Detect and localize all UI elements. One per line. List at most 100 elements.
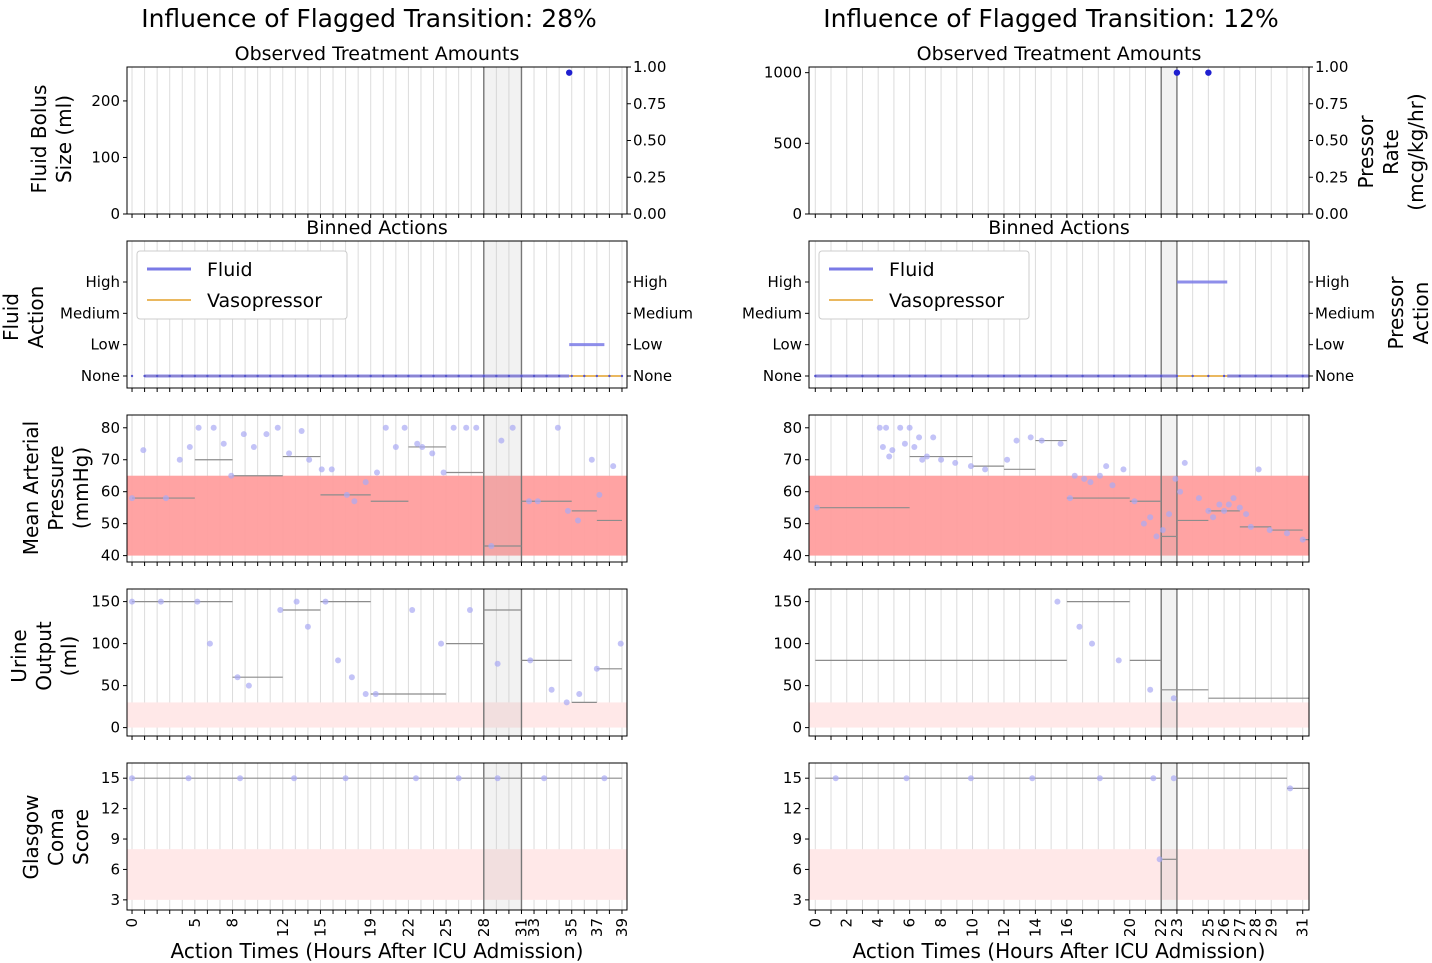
x-tick-label: 10 [964, 918, 982, 937]
observation-point [982, 466, 989, 473]
x-tick-label: 19 [362, 918, 380, 937]
action-marker [861, 374, 864, 378]
y-tick-label: 60 [101, 483, 120, 501]
x-tick-label: 14 [1026, 918, 1044, 937]
observation-point [440, 469, 447, 476]
observation-point [343, 491, 350, 498]
action-marker [876, 374, 880, 378]
urine-plot-area-right [809, 589, 1309, 736]
observation-point [412, 775, 419, 782]
action-marker [1018, 374, 1021, 378]
x-tick-label: 2 [838, 918, 856, 928]
row-title-act-left: Binned Actions [306, 217, 448, 239]
y-tick-label: 100 [91, 148, 120, 166]
action-marker [1112, 374, 1116, 378]
observation-point [952, 459, 959, 466]
danger-band [127, 702, 627, 728]
act-panel-left: None None Low Low Medium Medium High High Fluid V… [60, 240, 693, 392]
observation-point [298, 427, 305, 434]
observation-point [876, 424, 883, 431]
action-marker [256, 374, 259, 378]
observation-point [919, 456, 926, 463]
observation-point [1216, 501, 1223, 508]
fluid-bolus-point [1205, 69, 1212, 76]
observation-point [237, 775, 244, 782]
action-marker [520, 374, 523, 378]
action-marker [1049, 374, 1053, 378]
y-tick-label: 500 [773, 134, 802, 152]
legend-vaso-label: Vasopressor [207, 290, 322, 312]
observation-point [1054, 598, 1061, 605]
action-marker [495, 374, 498, 378]
observation-point [473, 424, 480, 431]
ylabel-line: Rate [1379, 129, 1403, 175]
legend-fluid-label: Fluid [207, 259, 253, 281]
action-marker [620, 374, 624, 378]
action-marker [193, 374, 197, 378]
observation-point [967, 463, 974, 470]
observation-point [1247, 523, 1254, 530]
x-tick-label: 25 [437, 918, 455, 937]
ylabel-act-left: Fluid Action [0, 286, 48, 349]
axes-frame [808, 240, 1310, 389]
observation-point [362, 691, 369, 697]
observation-point [186, 443, 193, 450]
x-tick-label: 4 [869, 918, 887, 928]
observation-point [588, 456, 595, 463]
y-tick-label-right: Low [1315, 336, 1345, 354]
x-tick-label: 37 [588, 918, 606, 937]
x-tick-label: 12 [995, 918, 1013, 937]
observation-point [328, 466, 335, 473]
observation-point [1159, 527, 1166, 534]
observation-point [1057, 440, 1064, 447]
y-tick-label: 0 [110, 719, 120, 737]
action-marker [595, 374, 599, 378]
observation-point [291, 775, 298, 782]
y-tick-label: 60 [783, 483, 802, 501]
observation-point [596, 491, 603, 498]
observation-point [234, 674, 241, 681]
observation-point [306, 456, 313, 463]
y-tick-label: 70 [783, 451, 802, 469]
action-marker [181, 374, 184, 378]
observation-point [1013, 437, 1020, 444]
observation-point [601, 775, 608, 782]
map-panel-right: 40 50 60 70 80 [783, 414, 1310, 566]
observation-point [527, 657, 534, 664]
observation-point [488, 543, 495, 550]
x-tick-label: 12 [274, 918, 292, 937]
observation-point [414, 440, 421, 447]
observation-point [250, 443, 257, 450]
observation-point [409, 607, 416, 613]
legend-fluid-label: Fluid [889, 259, 935, 281]
action-marker [130, 374, 134, 378]
ylabel-line: Fluid Bolus [27, 85, 51, 194]
act-plot-area-right [814, 241, 1309, 388]
x-tick-label: 28 [1247, 918, 1265, 937]
axes-frame [808, 66, 1310, 215]
observation-point [1147, 686, 1154, 693]
y-tick-label: 50 [101, 677, 120, 695]
action-marker [1065, 374, 1069, 378]
observation-point [286, 450, 293, 457]
observation-point [541, 775, 548, 782]
ylabel-line: Output [32, 621, 56, 691]
action-marker [382, 374, 385, 378]
observation-point [263, 431, 270, 438]
y-tick-label: 100 [773, 635, 802, 653]
action-marker [1160, 374, 1163, 378]
y-tick-label: 12 [783, 800, 802, 818]
observation-point [220, 440, 227, 447]
observation-point [1225, 501, 1232, 508]
observation-point [392, 443, 399, 450]
action-marker [570, 374, 573, 378]
action-marker [394, 374, 398, 378]
danger-band [809, 475, 1309, 556]
observation-point [916, 434, 923, 441]
treat-plot-area-right [814, 67, 1304, 214]
y-tick-label-right: 0.00 [1315, 205, 1348, 223]
y-tick-label: High [768, 273, 802, 291]
ylabel-gcs-left: Glasgow Coma Score [19, 794, 93, 879]
danger-band [127, 475, 627, 556]
